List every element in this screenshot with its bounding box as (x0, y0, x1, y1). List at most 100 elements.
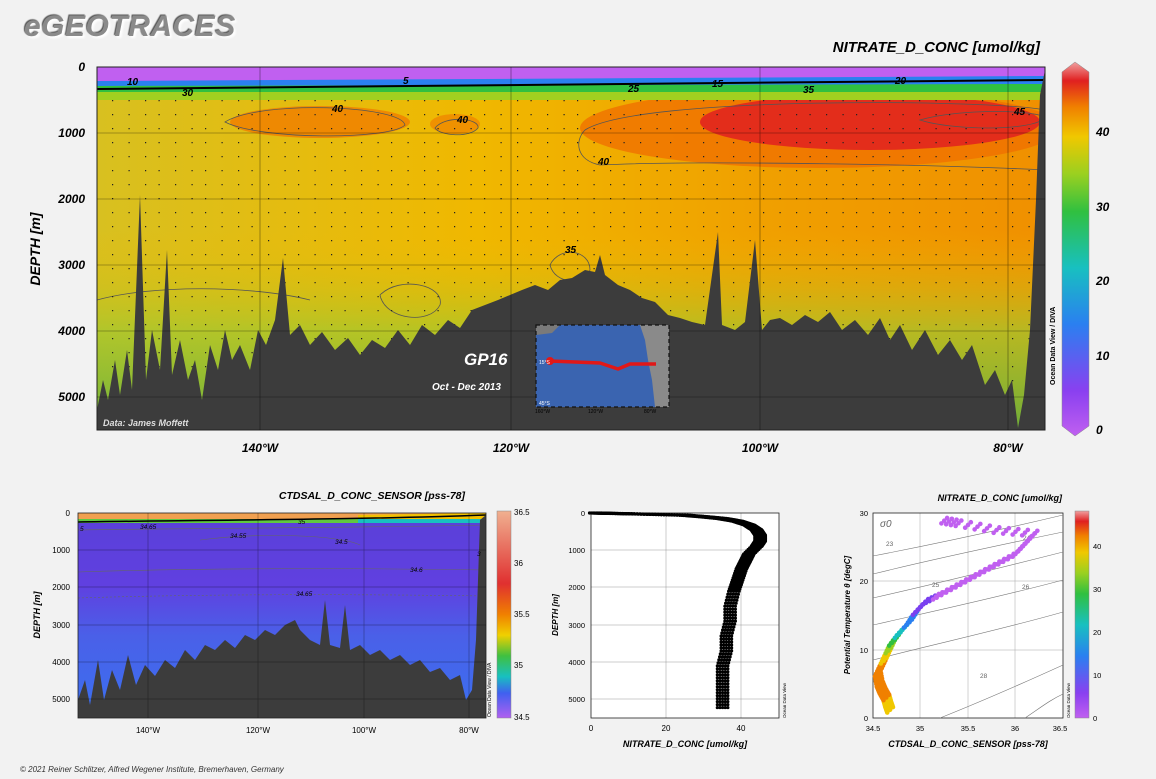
contour-label: 35 (565, 245, 577, 256)
profile-point (730, 643, 734, 647)
ts-point (958, 582, 963, 588)
profile-point (723, 676, 727, 680)
salinity-colorbar-ticks: 34.5 35 35.5 36 36.5 (514, 508, 530, 722)
profile-point (630, 512, 634, 516)
main-contour-labels: 10 30 5 25 15 20 35 40 40 40 45 35 (127, 76, 1026, 256)
ts-watermark: Ocean Data View (1066, 682, 1071, 718)
main-watermark: Ocean Data View / DIVA (1050, 307, 1057, 385)
ts-point (991, 530, 996, 536)
ts-x-ticks: 34.5 35 35.5 36 36.5 (866, 724, 1068, 733)
profile-point (715, 697, 719, 701)
sigma-label: 25 (932, 582, 940, 589)
profile-point (719, 658, 724, 662)
y-tick: 0 (78, 60, 85, 74)
y-tick: 2000 (52, 583, 70, 592)
profile-point (724, 640, 728, 644)
ts-point (967, 577, 973, 583)
profile-point (725, 607, 730, 611)
ts-point (949, 516, 955, 522)
ts-sigma-labels: σ0 23 24 25 26 28 (880, 519, 1031, 680)
profile-point (719, 649, 723, 653)
ts-point (1005, 556, 1011, 562)
ts-point (1010, 532, 1015, 537)
profile-point (715, 676, 719, 680)
profile-point (636, 512, 640, 516)
profile-point (728, 613, 732, 617)
profile-point (732, 598, 736, 602)
x-tick: 80°W (459, 726, 479, 735)
profile-point (726, 652, 730, 656)
profile-point (724, 661, 728, 665)
profile-point (721, 688, 725, 692)
ts-point (972, 574, 977, 580)
ts-point (981, 569, 987, 575)
colorbar-tick: 34.5 (514, 713, 530, 722)
sigma-label: 28 (980, 673, 988, 680)
profile-point (722, 649, 726, 653)
profile-point (723, 673, 727, 677)
profile-point (731, 607, 735, 611)
salinity-frame (77, 512, 487, 719)
profile-point (718, 702, 722, 707)
ts-point (962, 580, 968, 585)
profile-point (721, 673, 725, 677)
profile-point (731, 628, 735, 632)
y-tick: 1000 (568, 546, 585, 555)
y-tick: 5000 (58, 390, 85, 404)
contour-label: 3 (477, 551, 481, 558)
y-tick: 2000 (57, 192, 85, 206)
profile-point (657, 513, 661, 517)
ts-point (939, 521, 944, 526)
y-tick: 5000 (52, 695, 70, 704)
profile-point (724, 625, 728, 629)
ts-point (920, 602, 925, 607)
profile-point (718, 700, 722, 704)
profile-point (718, 676, 722, 680)
ts-point (923, 600, 929, 606)
profile-point (731, 604, 735, 608)
inset-map: 15°S 45°S 160°W 120°W 80°W (535, 324, 670, 415)
profile-point (725, 658, 729, 662)
profile-point (718, 688, 722, 692)
ts-point (978, 521, 983, 527)
ts-point (948, 522, 954, 528)
profile-point (725, 619, 730, 623)
ts-point (972, 527, 977, 532)
sigma-label: 24 (1023, 535, 1031, 542)
profile-watermark: Ocean Data View (782, 682, 787, 718)
profile-point (721, 682, 725, 686)
profile-point (664, 513, 669, 517)
profile-point (726, 670, 730, 674)
profile-point (726, 700, 730, 704)
profile-point (726, 592, 730, 596)
profile-point (723, 619, 727, 623)
profile-point (724, 634, 728, 638)
profile-point (727, 622, 731, 626)
profile-point (730, 649, 734, 653)
profile-point (727, 634, 731, 638)
profile-point (721, 685, 725, 689)
profile-point (730, 598, 734, 602)
profile-point (726, 679, 730, 683)
profile-point (727, 661, 731, 665)
profile-point (728, 655, 732, 659)
profile-point (715, 673, 719, 677)
ts-point (1035, 528, 1040, 534)
profile-point (715, 700, 719, 704)
profile-point (728, 604, 732, 608)
profile-x-ticks: 0 20 40 (589, 724, 746, 733)
ts-point (991, 564, 996, 570)
profile-point (731, 613, 735, 617)
profile-point (733, 619, 737, 623)
x-tick: 140°W (136, 726, 161, 735)
x-tick: 40 (737, 724, 746, 733)
profile-point (733, 622, 737, 626)
profile-y-ticks: 0 1000 2000 3000 4000 5000 (568, 509, 585, 704)
profile-point (718, 694, 722, 698)
profile-point (722, 637, 726, 641)
ts-point (1000, 531, 1006, 536)
profile-point (715, 691, 719, 695)
profile-point (642, 512, 646, 516)
profile-point (736, 595, 740, 599)
